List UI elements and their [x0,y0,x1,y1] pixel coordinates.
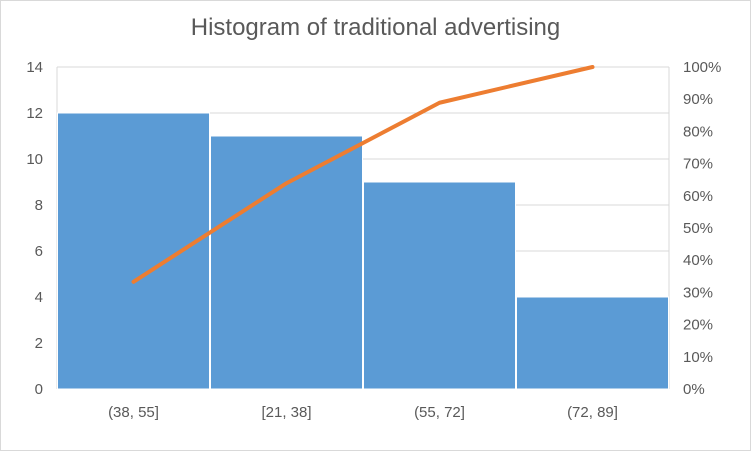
histogram-bar [516,296,669,390]
x-tick-label: (72, 89] [567,404,618,421]
y-tick-label: 12 [26,105,43,122]
y2-tick-label: 20% [683,317,713,334]
y-tick-label: 6 [35,243,43,260]
y2-tick-label: 90% [683,91,713,108]
y2-tick-label: 100% [683,59,721,76]
y-tick-label: 10 [26,151,43,168]
y2-tick-label: 40% [683,252,713,269]
y-tick-label: 2 [35,335,43,352]
cumulative-line [131,65,595,284]
histogram-bar [210,135,363,390]
y2-tick-label: 80% [683,123,713,140]
y-tick-label: 14 [26,59,43,76]
y2-tick-label: 0% [683,381,705,398]
histogram-bar [57,112,210,390]
x-tick-label: [21, 38] [261,404,311,421]
y2-tick-label: 50% [683,220,713,237]
chart-title: Histogram of traditional advertising [190,14,561,41]
histogram-bar [363,181,516,390]
x-tick-label: (55, 72] [414,404,465,421]
y2-tick-label: 30% [683,284,713,301]
y-tick-label: 4 [35,289,43,306]
y-tick-label: 0 [35,381,43,398]
x-tick-label: (38, 55] [108,404,159,421]
y2-tick-label: 10% [683,349,713,366]
y2-tick-label: 60% [683,188,713,205]
y-tick-label: 8 [35,197,43,214]
y2-tick-label: 70% [683,156,713,173]
